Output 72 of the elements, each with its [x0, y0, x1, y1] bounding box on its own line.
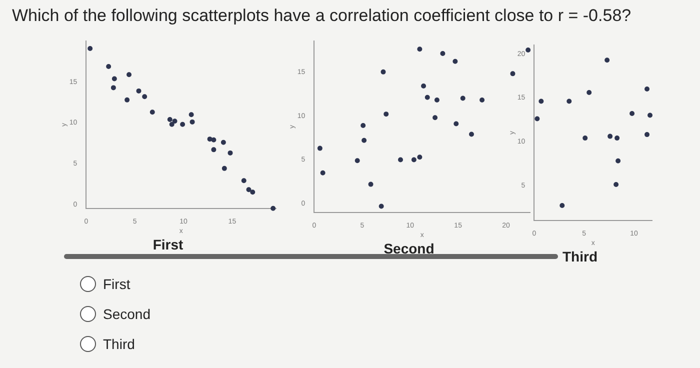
point — [270, 206, 276, 211]
point — [360, 122, 366, 128]
point — [421, 83, 426, 88]
point — [434, 98, 440, 103]
point — [150, 110, 155, 115]
point — [88, 46, 93, 52]
point — [354, 158, 360, 164]
text: First — [103, 276, 130, 292]
point — [586, 90, 592, 96]
point — [480, 98, 485, 103]
point — [124, 97, 130, 102]
point — [526, 47, 531, 52]
point — [432, 115, 438, 120]
point — [644, 132, 650, 138]
point — [614, 182, 619, 187]
point — [424, 94, 430, 100]
point — [167, 117, 172, 122]
point — [241, 178, 246, 184]
point — [190, 119, 195, 124]
point — [608, 134, 613, 139]
point — [566, 98, 572, 104]
text: Second — [103, 306, 150, 322]
point — [384, 112, 389, 117]
point — [110, 85, 116, 90]
point — [207, 136, 212, 142]
point — [211, 137, 216, 142]
point — [411, 157, 416, 162]
text: Which of the following scatterplots have a correlation coefficient close to r = -0.58? — [12, 6, 632, 26]
point — [510, 71, 516, 76]
point — [172, 118, 178, 124]
text: First — [152, 236, 184, 252]
point — [644, 86, 650, 92]
point — [582, 136, 588, 141]
point — [188, 112, 194, 118]
point — [142, 94, 148, 100]
point — [452, 58, 458, 64]
point — [222, 166, 227, 171]
point — [538, 98, 544, 104]
point — [180, 122, 186, 127]
point — [417, 154, 422, 160]
point — [417, 46, 422, 52]
point — [604, 58, 610, 63]
point — [378, 204, 384, 209]
point — [534, 116, 540, 122]
text: Third — [562, 248, 598, 264]
point — [614, 136, 620, 141]
point — [440, 50, 446, 56]
point — [460, 96, 466, 101]
point — [648, 112, 653, 118]
text: Third — [103, 336, 135, 352]
text: Second — [384, 240, 434, 256]
point — [246, 187, 252, 192]
point — [398, 157, 404, 162]
point — [454, 121, 459, 126]
point — [112, 76, 117, 82]
point — [362, 138, 367, 143]
point — [368, 182, 374, 187]
point — [320, 170, 326, 176]
point — [126, 72, 132, 78]
point — [250, 190, 256, 195]
point — [106, 64, 112, 69]
point — [380, 69, 386, 74]
point — [468, 132, 474, 137]
point — [169, 122, 174, 127]
point — [560, 203, 565, 208]
point — [630, 111, 635, 116]
point — [317, 146, 322, 151]
point — [136, 88, 142, 94]
point — [211, 147, 216, 152]
point — [228, 150, 233, 156]
point — [220, 140, 226, 145]
point — [616, 158, 621, 164]
